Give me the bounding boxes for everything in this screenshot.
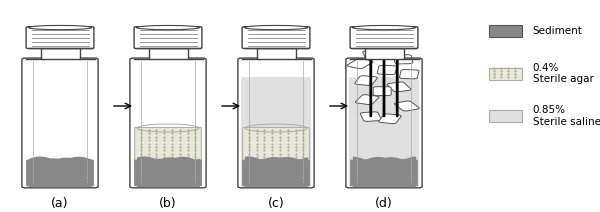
FancyBboxPatch shape	[379, 114, 401, 124]
FancyBboxPatch shape	[134, 160, 202, 186]
Bar	[489, 110, 522, 122]
FancyBboxPatch shape	[394, 101, 419, 111]
FancyBboxPatch shape	[241, 77, 311, 187]
FancyBboxPatch shape	[400, 70, 419, 79]
Bar	[489, 25, 522, 37]
FancyBboxPatch shape	[365, 48, 404, 59]
Text: 0.4%
Sterile agar: 0.4% Sterile agar	[533, 63, 593, 84]
Text: (c): (c)	[268, 197, 284, 210]
FancyBboxPatch shape	[149, 48, 187, 59]
Text: Sediment: Sediment	[533, 26, 583, 36]
FancyBboxPatch shape	[134, 27, 202, 49]
FancyBboxPatch shape	[349, 77, 419, 187]
FancyBboxPatch shape	[355, 76, 377, 85]
Text: (b): (b)	[159, 197, 177, 210]
FancyBboxPatch shape	[362, 50, 384, 60]
FancyBboxPatch shape	[384, 38, 406, 47]
FancyBboxPatch shape	[242, 160, 310, 186]
Text: 0.85%
Sterile saline: 0.85% Sterile saline	[533, 105, 600, 127]
Text: (a): (a)	[51, 197, 69, 210]
FancyBboxPatch shape	[360, 112, 382, 121]
Text: (d): (d)	[375, 197, 393, 210]
Ellipse shape	[137, 25, 200, 30]
Ellipse shape	[353, 25, 415, 30]
FancyBboxPatch shape	[355, 95, 379, 105]
FancyBboxPatch shape	[135, 127, 202, 164]
Ellipse shape	[245, 25, 308, 30]
FancyBboxPatch shape	[373, 87, 391, 96]
Ellipse shape	[29, 25, 91, 30]
FancyBboxPatch shape	[350, 27, 418, 49]
FancyBboxPatch shape	[26, 27, 94, 49]
FancyBboxPatch shape	[41, 48, 79, 59]
FancyBboxPatch shape	[257, 48, 296, 59]
FancyBboxPatch shape	[26, 160, 94, 186]
FancyBboxPatch shape	[387, 82, 411, 92]
FancyBboxPatch shape	[394, 55, 413, 64]
FancyBboxPatch shape	[347, 59, 373, 69]
FancyBboxPatch shape	[243, 127, 310, 164]
FancyBboxPatch shape	[242, 27, 310, 49]
FancyBboxPatch shape	[377, 65, 397, 75]
FancyBboxPatch shape	[364, 33, 386, 43]
Bar	[489, 68, 522, 80]
FancyBboxPatch shape	[350, 160, 418, 186]
